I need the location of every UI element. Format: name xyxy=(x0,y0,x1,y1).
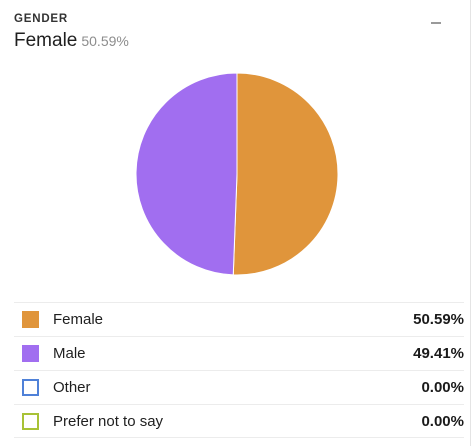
legend-label: Male xyxy=(53,345,86,362)
legend-label: Other xyxy=(53,379,91,396)
headline: Female 50.59% xyxy=(14,30,129,52)
card-title: GENDER xyxy=(14,13,69,25)
legend-swatch xyxy=(22,379,39,396)
headline-percentage: 50.59% xyxy=(81,33,129,49)
legend-row-other[interactable]: Other 0.00% xyxy=(14,370,464,404)
legend-value: 49.41% xyxy=(413,345,464,362)
card-menu-button[interactable] xyxy=(428,18,444,28)
minus-icon xyxy=(431,22,441,24)
legend-row-male[interactable]: Male 49.41% xyxy=(14,336,464,370)
card-edge xyxy=(470,0,471,446)
pie-slice-female[interactable] xyxy=(232,72,339,276)
legend-value: 0.00% xyxy=(421,379,464,396)
legend-label: Female xyxy=(53,311,104,328)
pie-chart xyxy=(135,72,339,276)
legend-row-prefer-not-to-say[interactable]: Prefer not to say 0.00% xyxy=(14,404,464,438)
legend-value: 0.00% xyxy=(421,412,464,430)
headline-category: Female xyxy=(14,30,78,51)
legend-label: Prefer not to say xyxy=(53,412,164,430)
legend-swatch xyxy=(22,311,39,328)
pie-slice-male[interactable] xyxy=(135,72,238,276)
legend-swatch xyxy=(22,345,39,362)
legend-value: 50.59% xyxy=(413,311,464,328)
legend: Female 50.59% Male 49.41% Other 0.00% Prefer n… xyxy=(14,302,464,438)
legend-row-female[interactable]: Female 50.59% xyxy=(14,302,464,336)
legend-swatch xyxy=(22,412,39,430)
